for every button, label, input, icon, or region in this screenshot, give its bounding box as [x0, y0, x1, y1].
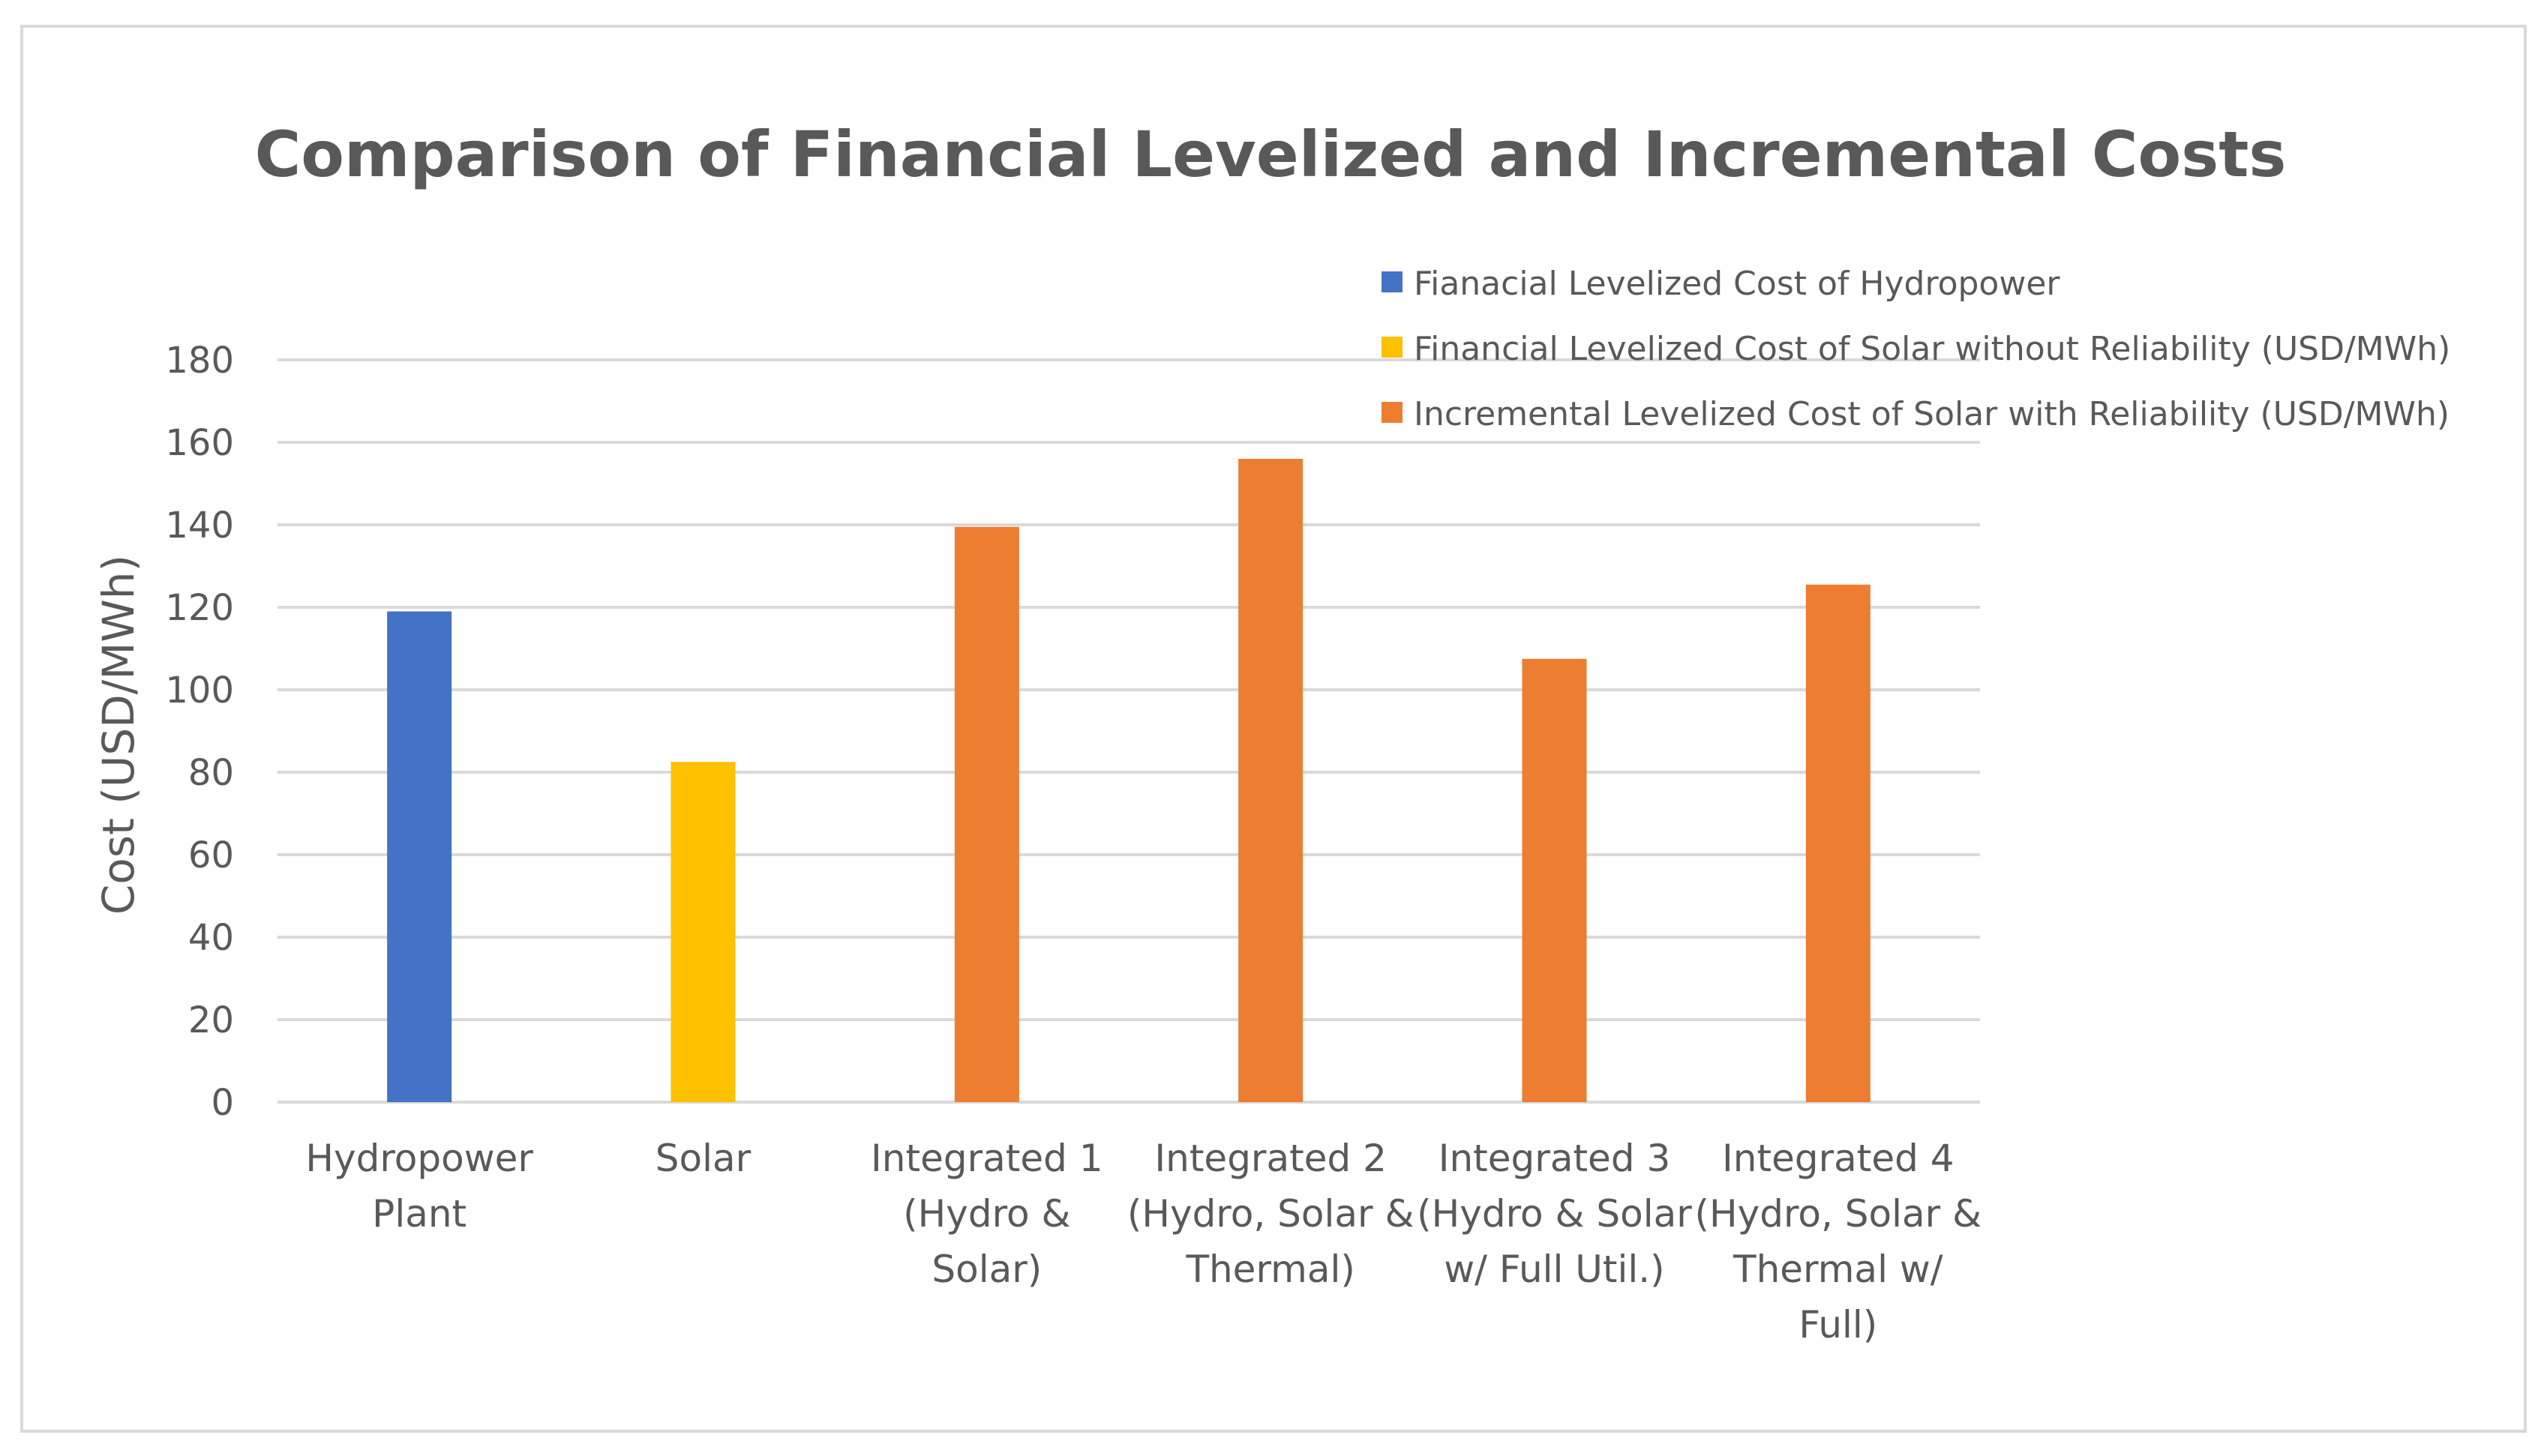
category-label: Solar): [932, 1248, 1042, 1291]
legend: Fianacial Levelized Cost of Hydropower Fi…: [1382, 265, 2450, 433]
y-tick-label: 180: [165, 340, 234, 382]
y-tick-label: 100: [165, 670, 234, 712]
bars: [387, 459, 1870, 1102]
category-label: Integrated 4: [1722, 1137, 1954, 1180]
category-label: w/ Full Util.): [1444, 1248, 1664, 1291]
category-label: (Hydro &: [903, 1192, 1070, 1236]
bar-3-4: [1238, 459, 1304, 1102]
category-label: Integrated 2: [1154, 1137, 1387, 1180]
legend-swatch-3: [1382, 402, 1402, 423]
legend-entry-2: Financial Levelized Cost of Solar withou…: [1414, 330, 2450, 368]
legend-entry-3: Incremental Levelized Cost of Solar with…: [1414, 395, 2450, 433]
y-tick-label: 80: [188, 752, 234, 794]
y-tick-label: 40: [188, 917, 234, 959]
bar-3-5: [1522, 658, 1587, 1102]
bar-1-1: [387, 611, 452, 1102]
category-label: Integrated 1: [871, 1137, 1103, 1180]
category-labels: Hydropower Plant Solar Integrated 1 (Hydro &…: [305, 1137, 1982, 1347]
y-axis-label: Cost (USD/MWh): [93, 555, 144, 915]
legend-entry-1: Fianacial Levelized Cost of Hydropower: [1414, 265, 2060, 303]
y-tick-label: 60: [188, 834, 234, 876]
category-label: (Hydro, Solar &: [1695, 1192, 1982, 1236]
y-tick-label: 20: [188, 999, 234, 1041]
chart-title: Comparison of Financial Levelized and In…: [255, 118, 2287, 191]
bar-3-3: [954, 526, 1019, 1102]
category-label: Solar: [656, 1137, 752, 1180]
category-label: Integrated 3: [1438, 1137, 1671, 1180]
bar-2-2: [670, 762, 736, 1102]
y-tick-label: 160: [165, 422, 234, 464]
category-label: Thermal w/: [1732, 1248, 1943, 1291]
gridlines: [278, 358, 1980, 1104]
category-label: (Hydro, Solar &: [1127, 1192, 1414, 1236]
category-label: Hydropower: [305, 1137, 533, 1180]
y-tick-labels: 0 20 40 60 80 100 120 140 160 180: [165, 340, 234, 1124]
y-tick-label: 0: [211, 1082, 234, 1124]
category-label: Full): [1798, 1303, 1877, 1347]
category-label: (Hydro & Solar: [1417, 1192, 1692, 1236]
legend-swatch-2: [1382, 337, 1402, 358]
category-label: Plant: [372, 1192, 466, 1236]
bar-3-6: [1805, 584, 1870, 1102]
y-tick-label: 120: [165, 587, 234, 629]
category-label: Thermal): [1185, 1248, 1354, 1291]
y-tick-label: 140: [165, 505, 234, 547]
legend-swatch-1: [1382, 271, 1402, 292]
